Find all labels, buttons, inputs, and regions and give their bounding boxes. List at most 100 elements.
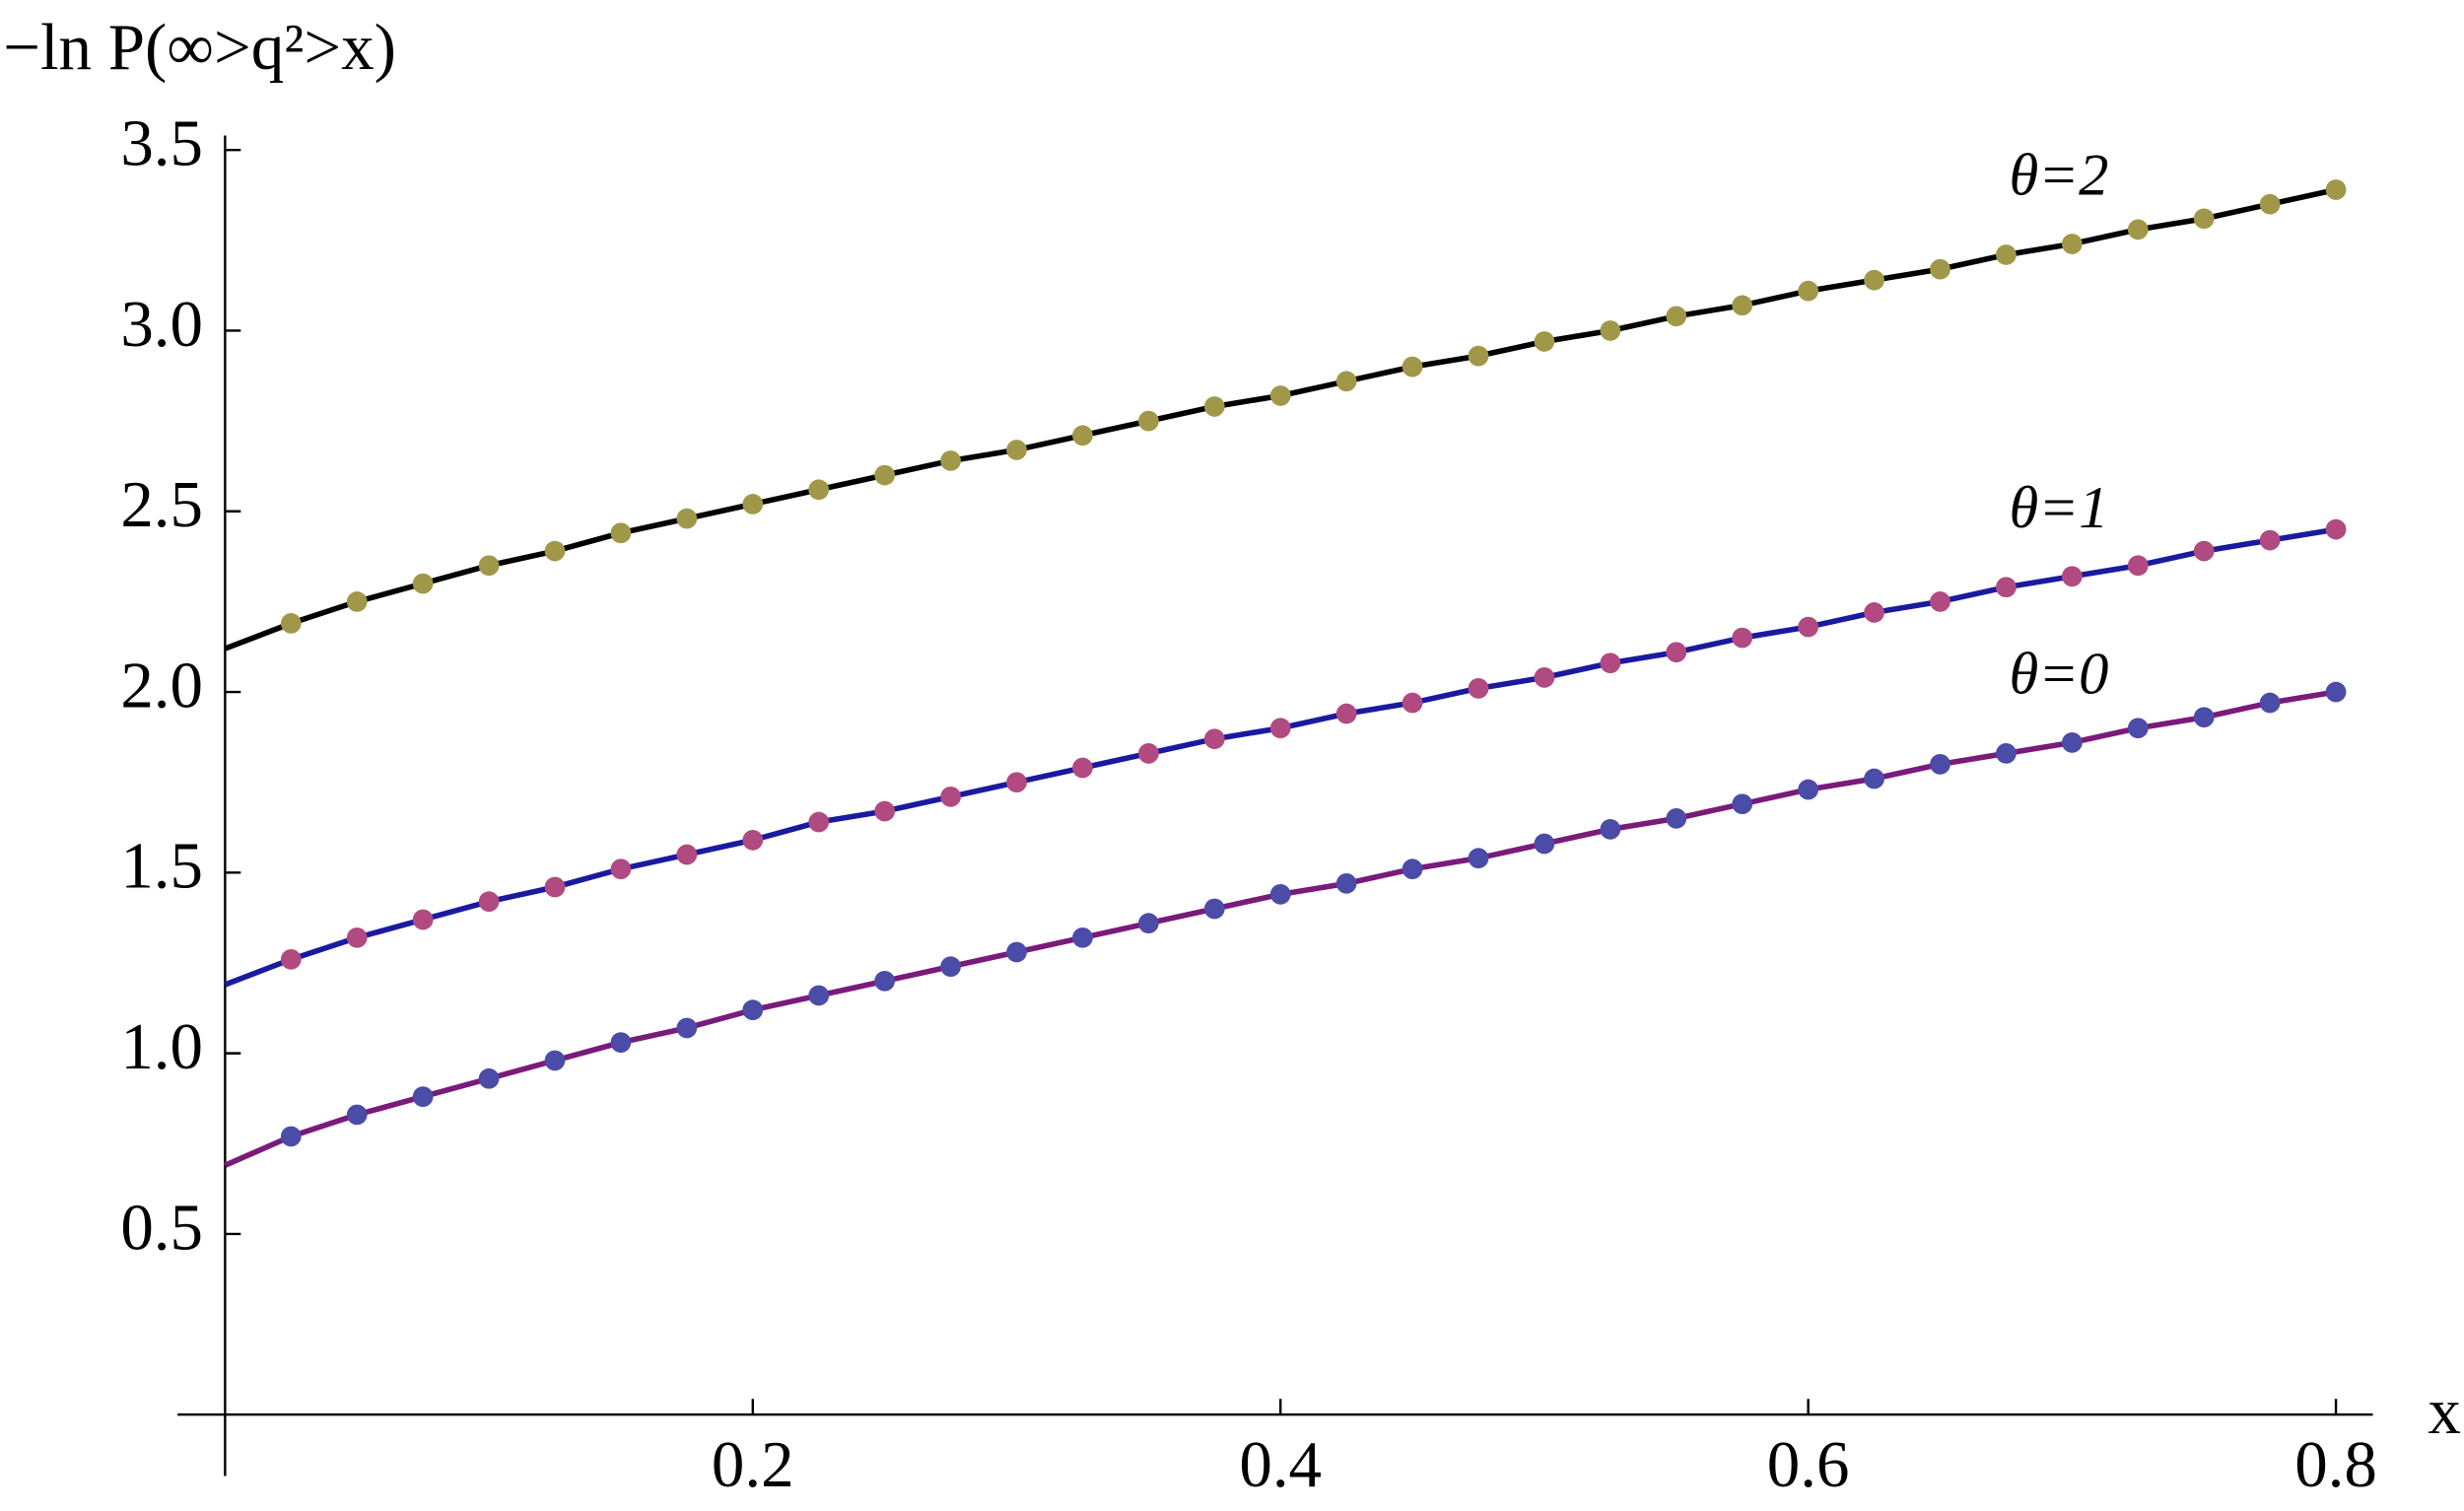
y-tick-label: 2.5 [120, 468, 203, 541]
data-point [478, 891, 500, 913]
data-point [874, 970, 895, 992]
data-point [2193, 540, 2215, 562]
data-point [676, 508, 698, 529]
data-point [1798, 616, 1818, 638]
data-point [808, 985, 830, 1006]
x-tick-label: 0.6 [1767, 1428, 1850, 1501]
y-tick-label: 0.5 [120, 1191, 203, 1264]
data-point [1269, 883, 1291, 905]
data-point [1996, 244, 2017, 265]
data-point [1468, 848, 1489, 869]
data-point [1534, 667, 1555, 688]
y-tick-label: 3.0 [120, 288, 203, 361]
data-point [544, 540, 566, 562]
data-point [940, 786, 961, 807]
data-point [676, 844, 698, 865]
data-point [610, 1032, 632, 1053]
data-point [1072, 927, 1093, 948]
data-point [2325, 518, 2347, 540]
data-point [2061, 566, 2083, 587]
series-line [224, 689, 2337, 1168]
data-point [2127, 219, 2149, 240]
data-point [2127, 718, 2149, 739]
data-point [1072, 425, 1093, 446]
x-tick-label: 0.8 [2294, 1428, 2377, 1501]
data-point [346, 1104, 368, 1126]
data-point [1335, 371, 1357, 392]
data-point [2325, 681, 2347, 703]
series-label: θ=2 [2010, 143, 2109, 209]
data-point [1930, 258, 1951, 280]
y-tick-label: 1.5 [120, 830, 203, 903]
data-point [412, 909, 434, 930]
data-point [280, 948, 302, 970]
data-point [1006, 772, 1027, 793]
data-point [1137, 913, 1159, 934]
data-point [478, 555, 500, 577]
data-point [742, 999, 764, 1021]
data-point [1072, 757, 1093, 779]
data-point [808, 479, 830, 501]
data-point [412, 1086, 434, 1107]
series-label: θ=0 [2010, 641, 2109, 707]
data-point [1203, 898, 1225, 920]
data-point [544, 876, 566, 898]
data-point [610, 522, 632, 544]
y-tick-label: 2.0 [120, 649, 203, 721]
data-point [1930, 754, 1951, 775]
data-point [1402, 859, 1423, 880]
data-point [412, 573, 434, 594]
data-point [2259, 692, 2281, 714]
y-tick-label: 3.5 [120, 107, 203, 180]
data-point [1006, 941, 1027, 963]
data-point [1335, 703, 1357, 724]
data-point [676, 1017, 698, 1039]
data-point [1732, 295, 1753, 316]
data-point [1666, 642, 1687, 663]
data-point [940, 956, 961, 978]
data-point [1600, 652, 1621, 674]
data-point [742, 494, 764, 515]
data-point [1600, 818, 1621, 840]
data-point [1269, 718, 1291, 739]
data-point [1666, 807, 1687, 829]
y-axis-label: −ln P(∞>q²>x) [3, 11, 396, 84]
data-point [1006, 440, 1027, 460]
series-line [224, 526, 2337, 988]
data-point [1996, 577, 2017, 598]
data-point [1203, 396, 1225, 417]
data-point [2259, 529, 2281, 551]
data-point [1864, 602, 1884, 623]
data-point [1534, 331, 1555, 352]
data-point [1798, 280, 1818, 302]
data-point [346, 591, 368, 612]
y-tick-label: 1.0 [120, 1010, 203, 1083]
data-point [1996, 743, 2017, 764]
data-point [1600, 320, 1621, 341]
data-point [2193, 707, 2215, 728]
data-point [808, 811, 830, 833]
data-point [2325, 179, 2347, 200]
data-point [2259, 193, 2281, 215]
data-point [544, 1050, 566, 1071]
data-point [280, 613, 302, 634]
data-point [874, 464, 895, 486]
data-point [1732, 793, 1753, 815]
data-point [1269, 385, 1291, 406]
data-point [1732, 627, 1753, 649]
data-point [1203, 728, 1225, 750]
data-point [2193, 208, 2215, 230]
x-tick-label: 0.2 [712, 1428, 794, 1501]
data-point [1798, 779, 1818, 800]
data-point [1534, 833, 1555, 855]
series-label: θ=1 [2010, 475, 2109, 541]
x-axis-label: x [2428, 1375, 2460, 1448]
data-point [280, 1126, 302, 1147]
data-point [1468, 678, 1489, 699]
data-point [2061, 732, 2083, 753]
series-line [224, 186, 2337, 652]
data-point [1864, 269, 1884, 291]
data-point [1402, 692, 1423, 714]
